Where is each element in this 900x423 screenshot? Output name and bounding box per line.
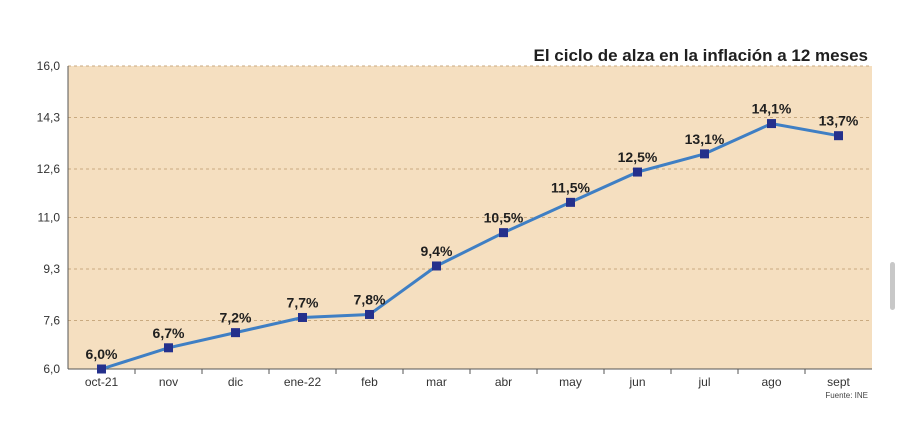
gridlines	[68, 65, 872, 322]
data-point-marker	[164, 343, 173, 353]
data-label: 13,1%	[685, 131, 725, 147]
y-tick-label: 14,3	[37, 111, 61, 125]
data-point-marker	[499, 228, 508, 238]
x-tick-label: sept	[827, 375, 850, 389]
y-tick-label: 12,6	[37, 162, 61, 176]
data-label: 11,5%	[551, 179, 590, 195]
x-tick-label: jul	[697, 375, 710, 389]
data-point-marker	[97, 364, 106, 374]
x-tick-label: ago	[761, 375, 781, 389]
y-tick-label: 7,6	[43, 314, 60, 328]
x-tick-label: nov	[159, 375, 178, 389]
data-point-marker	[767, 119, 776, 129]
data-point-marker	[298, 312, 307, 322]
data-label: 7,2%	[220, 310, 252, 326]
data-markers	[97, 119, 843, 374]
data-point-marker	[633, 167, 642, 177]
source-note: Fuente: INE	[825, 391, 868, 400]
x-tick-label: jun	[628, 375, 645, 389]
scrollbar-thumb[interactable]	[890, 262, 895, 310]
x-tick-label: oct-21	[85, 375, 119, 389]
data-point-marker	[566, 197, 575, 207]
y-tick-label: 9,3	[43, 262, 60, 276]
x-tick-label: feb	[361, 375, 378, 389]
data-point-marker	[432, 261, 441, 271]
y-tick-label: 11,0	[38, 211, 61, 225]
series-line	[100, 122, 840, 371]
x-tick-label: dic	[228, 375, 243, 389]
data-label: 7,8%	[354, 291, 386, 307]
y-tick-label: 6,0	[43, 362, 60, 376]
chart-title: El ciclo de alza en la inflación a 12 me…	[534, 46, 869, 65]
data-point-marker	[231, 328, 240, 338]
data-point-marker	[365, 309, 374, 319]
series-line-layer	[100, 122, 840, 371]
x-axis-ticks: oct-21 nov dic ene-22 feb mar abr may jun jul ago s…	[85, 369, 851, 389]
x-tick-label: mar	[426, 375, 447, 389]
data-label: 6,7%	[153, 325, 185, 341]
data-label: 7,7%	[287, 294, 319, 310]
x-tick-label: abr	[495, 375, 512, 389]
y-tick-label: 16,0	[37, 59, 61, 73]
data-point-marker	[834, 131, 843, 141]
data-label: 6,0%	[86, 346, 118, 362]
data-label: 13,7%	[819, 113, 859, 129]
data-label: 14,1%	[752, 101, 792, 117]
data-label: 9,4%	[421, 243, 453, 259]
data-label: 10,5%	[484, 210, 524, 226]
data-point-marker	[700, 149, 709, 159]
x-tick-label: ene-22	[284, 375, 322, 389]
y-axis-ticks: 6,0 7,6 9,3 11,0 12,6 14,3 16,0	[37, 59, 61, 376]
x-tick-label: may	[559, 375, 582, 389]
data-labels: 6,0% 6,7% 7,2% 7,7% 7,8% 9,4% 10,5% 11,5% 12,5% 1…	[86, 101, 859, 362]
data-label: 12,5%	[618, 149, 658, 165]
